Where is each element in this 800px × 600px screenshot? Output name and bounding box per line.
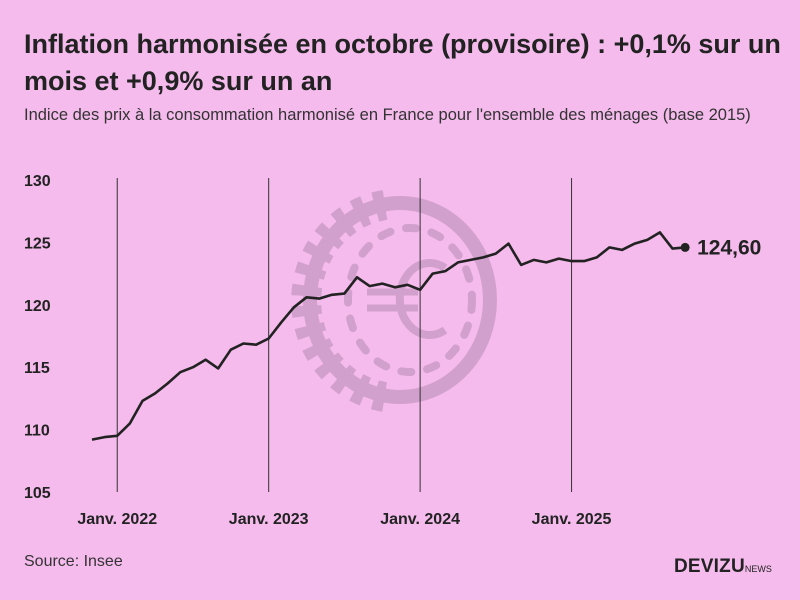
source-note: Source: Insee [24,553,123,570]
x-tick-label: Janv. 2025 [532,511,612,528]
y-tick-label: 120 [24,298,51,315]
y-tick-label: 115 [24,360,50,377]
x-tick-label: Janv. 2023 [229,511,309,528]
y-tick-label: 110 [24,423,50,440]
chart-subtitle: Indice des prix à la consommation harmon… [24,106,751,124]
logo-suffix: NEWS [744,564,772,574]
chart-title: Inflation harmonisée en octobre (proviso… [24,29,781,96]
series-line [91,231,686,441]
y-tick-label: 105 [24,485,51,502]
x-tick-label: Janv. 2024 [380,511,460,528]
y-tick-label: 125 [24,235,51,252]
brand-logo: DEVIZUNEWS [674,556,772,578]
x-tick-label: Janv. 2022 [77,511,157,528]
end-value-label: 124,60 [697,236,761,259]
logo-main: DEVIZU [674,556,745,577]
y-tick-label: 130 [24,173,51,190]
end-point-marker [680,242,690,252]
euro-coin-icon [291,190,497,412]
